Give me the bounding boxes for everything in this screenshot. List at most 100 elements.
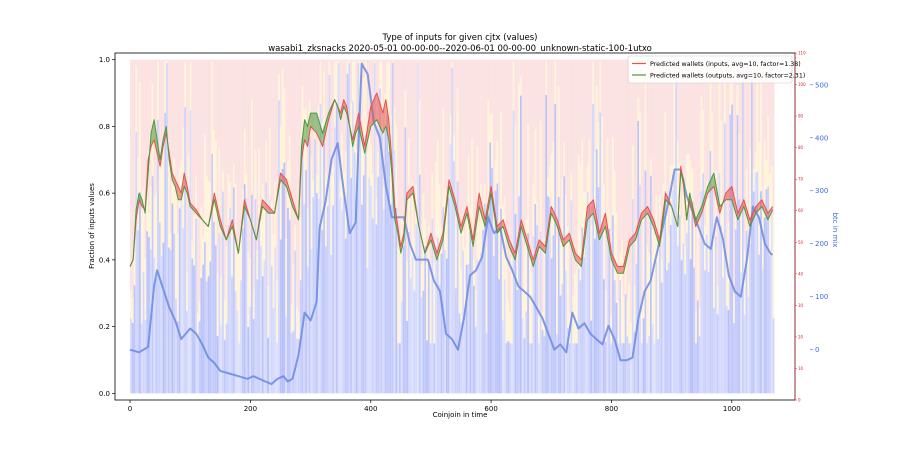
bg-bar-blue (718, 173, 721, 394)
bg-bar-yellow (312, 180, 315, 198)
bg-bar-yellow (299, 217, 302, 281)
bg-bar-yellow (417, 61, 419, 64)
bg-bar-red (727, 59, 730, 223)
bg-bar-red (547, 59, 549, 178)
diff-fill-segment (737, 199, 744, 220)
bg-bar-red (476, 59, 479, 147)
bg-bar-yellow (241, 188, 244, 229)
bg-bar-red (274, 59, 277, 182)
bg-bar-blue (660, 282, 663, 394)
bg-bar-red (361, 59, 363, 133)
bg-bar-blue (496, 183, 499, 394)
bg-bar-red (543, 59, 546, 239)
bg-bar-blue (245, 198, 248, 394)
bg-bar-blue (761, 268, 764, 394)
bg-bar-yellow (500, 111, 502, 209)
bg-bar-blue (747, 296, 750, 394)
bg-bar-blue (630, 343, 632, 394)
bg-bar-blue (341, 210, 343, 394)
bg-bar-yellow (418, 99, 421, 175)
bg-bar-red (214, 59, 217, 141)
bg-bar-red (669, 59, 672, 166)
bg-bar-blue (362, 175, 365, 394)
bg-bar-red (184, 59, 186, 63)
bg-bar-yellow (489, 115, 492, 143)
bg-bar-yellow (539, 120, 542, 232)
bg-bar-blue (691, 201, 694, 394)
bg-bar-red (725, 59, 728, 257)
x-tick-label: 400 (364, 405, 377, 413)
bg-bar-yellow (704, 225, 706, 271)
bg-bar-blue (689, 259, 692, 394)
bg-bar-blue (713, 307, 715, 394)
bg-bar-blue (521, 318, 524, 394)
bg-bar-blue (301, 138, 304, 394)
bg-bar-yellow (207, 180, 210, 277)
bg-bar-blue (171, 203, 174, 394)
diff-fill-segment (755, 199, 762, 214)
bg-bar-red (379, 59, 381, 62)
bg-bar-yellow (395, 124, 398, 209)
x-axis: 0 200 400 600 800 1000 (128, 400, 741, 413)
bg-bar-yellow (749, 148, 751, 244)
bg-bar-yellow (315, 174, 318, 193)
diff-fill-segment (575, 253, 582, 267)
bg-bar-red (677, 59, 679, 142)
bg-bar-red (738, 59, 741, 134)
bg-bar-red (458, 59, 461, 230)
bg-bar-blue (725, 305, 728, 394)
bg-bar-red (290, 59, 293, 305)
bg-bar-red (631, 59, 634, 146)
diff-fill-segment (749, 206, 756, 227)
bg-bar-red (193, 59, 195, 215)
bg-bar-blue (756, 171, 759, 394)
bg-bar-red (519, 59, 522, 76)
bg-bar-yellow (400, 217, 403, 302)
bg-bar-red (483, 59, 486, 185)
bg-bar-red (745, 59, 748, 170)
bg-bar-blue (695, 343, 697, 394)
bg-bar-blue (503, 279, 506, 394)
bg-bar-blue (180, 185, 183, 394)
bg-bar-red (693, 59, 696, 215)
bg-bar-yellow (644, 62, 647, 171)
bg-bar-red (195, 59, 197, 176)
bg-bar-blue (565, 270, 567, 394)
bg-bar-red (229, 59, 232, 183)
bg-bar-blue (518, 196, 520, 394)
bg-bar-red (687, 59, 690, 155)
bg-bar-blue (550, 258, 553, 394)
bg-bar-yellow (415, 185, 417, 224)
bg-bar-yellow (167, 162, 170, 248)
bg-bar-yellow (193, 214, 195, 266)
bg-bar-red (418, 59, 421, 100)
bg-bar-blue (483, 203, 486, 394)
bg-bar-red (772, 59, 775, 215)
bg-bar-blue (584, 226, 587, 394)
bg-bar-blue (254, 199, 257, 394)
bg-bar-red (480, 59, 482, 185)
bg-bar-blue (445, 258, 448, 394)
bg-bar-blue (696, 300, 699, 394)
bg-bar-yellow (691, 168, 694, 202)
bg-bar-blue (323, 126, 325, 394)
bg-bar-red (552, 59, 555, 142)
bg-bar-blue (265, 181, 268, 394)
bg-bar-red (503, 59, 506, 197)
bg-bar-yellow (628, 283, 631, 344)
right-axis-label: btc in mix (831, 213, 839, 248)
bg-bar-red (711, 59, 714, 113)
bg-bar-red (388, 59, 390, 62)
bg-bar-yellow (153, 196, 156, 258)
bg-bar-blue (509, 343, 511, 394)
bg-bar-yellow (581, 140, 584, 228)
bg-bar-red (456, 59, 459, 89)
bg-bar-yellow (561, 177, 564, 284)
bg-bar-blue (711, 189, 714, 394)
bg-bar-yellow (743, 249, 746, 316)
bg-bar-yellow (547, 177, 549, 197)
bg-bar-yellow (519, 75, 522, 96)
bg-bar-red (427, 59, 430, 226)
bg-bar-yellow (245, 173, 248, 199)
bg-bar-red (413, 59, 416, 239)
